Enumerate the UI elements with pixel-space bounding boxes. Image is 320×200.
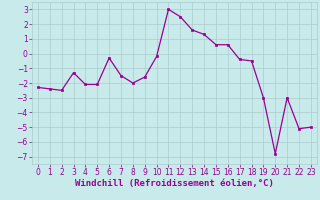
X-axis label: Windchill (Refroidissement éolien,°C): Windchill (Refroidissement éolien,°C)	[75, 179, 274, 188]
